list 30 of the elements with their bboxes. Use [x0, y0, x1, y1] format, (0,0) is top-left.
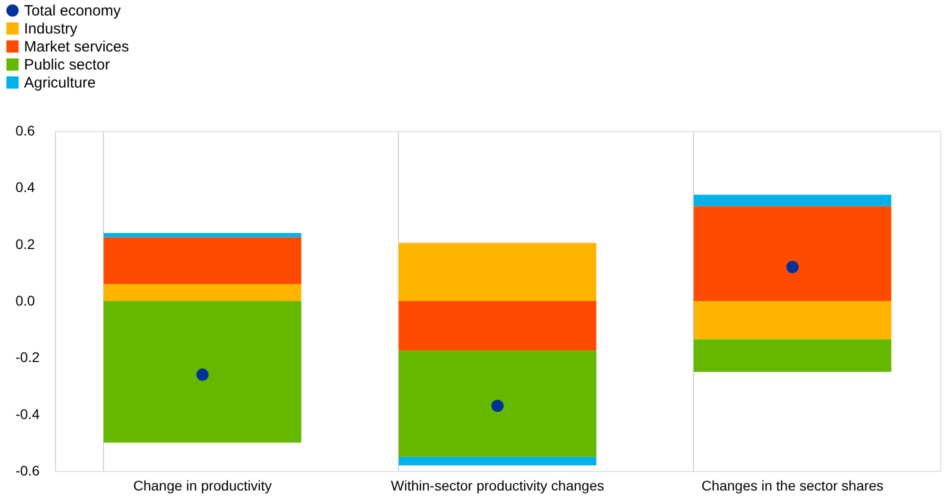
- legend-label: Agriculture: [24, 74, 96, 92]
- y-tick-label: 0.4: [16, 179, 36, 196]
- bar: [398, 242, 596, 301]
- bar: [694, 301, 892, 340]
- x-tick-label: Change in productivity: [133, 478, 272, 494]
- legend-label: Industry: [24, 20, 78, 38]
- point: [196, 368, 209, 381]
- x-tick-label: Changes in the sector shares: [701, 478, 884, 494]
- bar: [104, 237, 302, 284]
- legend-label: Public sector: [24, 56, 110, 74]
- bar: [398, 456, 596, 466]
- bar: [104, 301, 302, 443]
- y-tick-label: 0.0: [16, 292, 36, 308]
- bar: [694, 339, 892, 372]
- y-tick-label: -0.2: [16, 349, 40, 366]
- y-tick-label: -0.6: [16, 462, 40, 478]
- y-tick-label: 0.6: [16, 122, 36, 138]
- bar: [694, 206, 892, 301]
- bar: [104, 284, 302, 301]
- bar: [694, 194, 892, 206]
- legend-label: Market services: [24, 38, 130, 56]
- point: [786, 260, 799, 274]
- bar: [398, 350, 596, 457]
- point: [491, 400, 504, 412]
- y-tick-label: -0.4: [16, 406, 40, 422]
- legend-label: Total economy: [24, 2, 122, 20]
- bar: [104, 233, 302, 238]
- y-tick-label: 0.2: [16, 236, 36, 252]
- bar: [398, 301, 596, 351]
- x-tick-label: Within-sector productivity changes: [390, 478, 604, 494]
